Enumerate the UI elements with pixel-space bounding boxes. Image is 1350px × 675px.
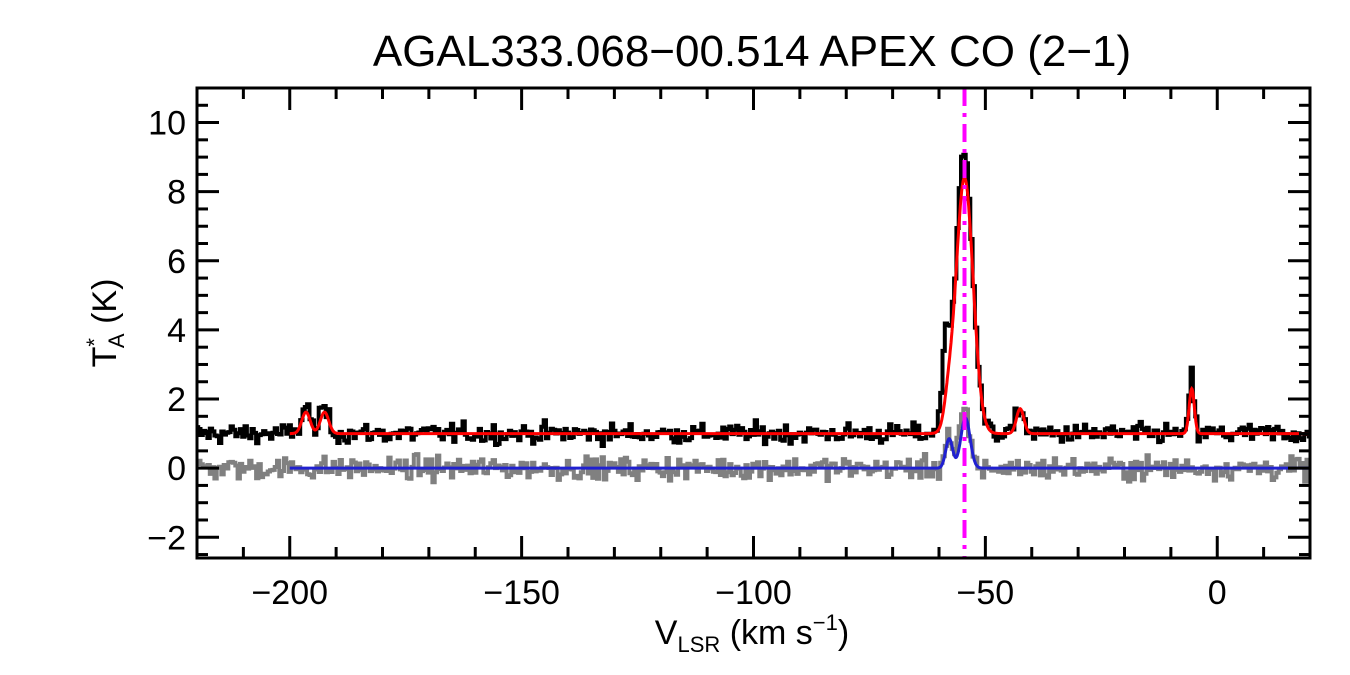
y-tick-label: 10 [148,105,186,143]
fit-series-3 [289,416,1310,470]
y-tick-label: 8 [167,174,186,212]
plot-area [197,152,1310,485]
y-tick-label: 4 [167,312,186,350]
y-axis-label: T*A (K) [82,279,129,368]
x-tick-label: −50 [957,574,1015,612]
y-tick-labels: −2 0 2 4 6 8 10 [147,105,186,558]
x-axis-label: VLSR (km s−1) [655,610,849,657]
x-tick-label: −150 [483,574,560,612]
y-tick-label: 0 [167,450,186,488]
x-tick-label: 0 [1208,574,1227,612]
y-tick-label: 2 [167,381,186,419]
spectrum-series-0 [197,152,1310,448]
y-tick-label: 6 [167,243,186,281]
y-tick-label: −2 [147,519,186,557]
x-tick-labels: −200 −150 −100 −50 0 [251,574,1226,612]
fit-series-2 [289,175,1310,436]
axis-ticks [195,86,1312,558]
plot-frame [195,86,1312,560]
x-tick-label: −200 [251,574,328,612]
x-tick-label: −100 [715,574,792,612]
chart-title: AGAL333.068−00.514 APEX CO (2−1) [373,27,1131,76]
